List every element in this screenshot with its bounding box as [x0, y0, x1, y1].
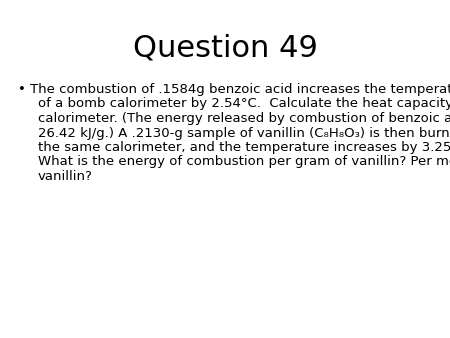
- Text: What is the energy of combustion per gram of vanillin? Per mole of: What is the energy of combustion per gra…: [38, 155, 450, 169]
- Text: Question 49: Question 49: [133, 33, 317, 62]
- Text: of a bomb calorimeter by 2.54°C.  Calculate the heat capacity of this: of a bomb calorimeter by 2.54°C. Calcula…: [38, 97, 450, 111]
- Text: The combustion of .1584g benzoic acid increases the temperature: The combustion of .1584g benzoic acid in…: [30, 83, 450, 96]
- Text: •: •: [18, 83, 26, 96]
- Text: the same calorimeter, and the temperature increases by 3.25°C.: the same calorimeter, and the temperatur…: [38, 141, 450, 154]
- Text: calorimeter. (The energy released by combustion of benzoic acid is: calorimeter. (The energy released by com…: [38, 112, 450, 125]
- Text: 26.42 kJ/g.) A .2130-g sample of vanillin (C₈H₈O₃) is then burned in: 26.42 kJ/g.) A .2130-g sample of vanilli…: [38, 126, 450, 140]
- Text: vanillin?: vanillin?: [38, 170, 93, 183]
